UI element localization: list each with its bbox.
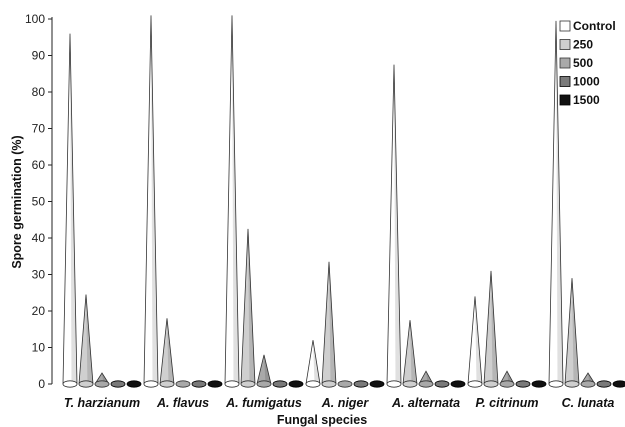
y-tick-label: 30 bbox=[32, 268, 46, 282]
chart-legend: Control 250 500 1000 1500 bbox=[559, 19, 616, 107]
bar-250-3 bbox=[240, 228, 256, 388]
bar-1500-7 bbox=[612, 380, 625, 388]
y-tick-label: 0 bbox=[38, 377, 45, 391]
bar-control-5 bbox=[386, 64, 402, 388]
bar-1000-7 bbox=[596, 380, 612, 388]
bar-control-2 bbox=[143, 15, 159, 388]
x-tick-label: P. citrinum bbox=[476, 396, 539, 410]
legend-label-1500: 1500 bbox=[573, 93, 600, 107]
bar-control-6 bbox=[467, 296, 483, 388]
y-tick-label: 100 bbox=[25, 12, 45, 26]
bar-1500-6 bbox=[531, 380, 547, 388]
legend-label-control: Control bbox=[573, 19, 616, 33]
bar-250-4 bbox=[321, 261, 337, 388]
legend-label-1000: 1000 bbox=[573, 75, 600, 89]
x-tick-label: T. harzianum bbox=[64, 396, 140, 410]
bar-250-5 bbox=[402, 320, 418, 388]
bar-500-1 bbox=[94, 372, 110, 388]
x-tick-label: A. alternata bbox=[391, 396, 460, 410]
bar-250-2 bbox=[159, 318, 175, 388]
chart-bars bbox=[62, 15, 625, 388]
x-tick-label: A. fumigatus bbox=[225, 396, 302, 410]
bar-control-4 bbox=[305, 340, 321, 388]
bar-1500-1 bbox=[126, 380, 142, 388]
y-tick-label: 60 bbox=[32, 158, 46, 172]
x-axis-title: Fungal species bbox=[277, 413, 367, 427]
legend-swatch-1500 bbox=[559, 94, 571, 106]
bar-control-3 bbox=[224, 15, 240, 388]
legend-label-500: 500 bbox=[573, 56, 593, 70]
bar-1500-4 bbox=[369, 380, 385, 388]
y-tick-label: 20 bbox=[32, 304, 46, 318]
legend-swatch-1000 bbox=[559, 76, 571, 87]
x-tick-label: C. lunata bbox=[562, 396, 615, 410]
bar-500-4 bbox=[337, 380, 353, 388]
bar-1000-2 bbox=[191, 380, 207, 388]
bar-500-3 bbox=[256, 354, 272, 388]
y-axis: 0 10 20 30 40 50 60 70 80 90 100 bbox=[25, 12, 53, 391]
legend-swatch-control bbox=[559, 20, 571, 32]
bar-1000-1 bbox=[110, 380, 126, 388]
bar-500-5 bbox=[418, 370, 434, 388]
legend-label-250: 250 bbox=[573, 38, 593, 52]
y-tick-label: 70 bbox=[32, 122, 46, 136]
y-tick-label: 40 bbox=[32, 231, 46, 245]
bar-1000-5 bbox=[434, 380, 450, 388]
y-tick-label: 90 bbox=[32, 49, 46, 63]
y-axis-title: Spore germination (%) bbox=[10, 135, 24, 268]
bar-500-6 bbox=[499, 370, 515, 388]
x-tick-label: A. flavus bbox=[156, 396, 209, 410]
bar-control-1 bbox=[62, 33, 78, 388]
y-tick-label: 10 bbox=[32, 341, 46, 355]
y-tick-label: 80 bbox=[32, 85, 46, 99]
x-tick-label: A. niger bbox=[321, 396, 370, 410]
bar-1000-6 bbox=[515, 380, 531, 388]
y-tick-label: 50 bbox=[32, 195, 46, 209]
bar-1500-3 bbox=[288, 380, 304, 388]
bar-1500-2 bbox=[207, 380, 223, 388]
legend-swatch-250 bbox=[559, 39, 571, 50]
legend-swatch-500 bbox=[559, 57, 571, 69]
x-axis-labels: T. harzianum A. flavus A. fumigatus A. nige… bbox=[64, 396, 615, 410]
bar-control-7 bbox=[548, 20, 564, 388]
bar-500-7 bbox=[580, 372, 596, 388]
bar-250-6 bbox=[483, 270, 499, 388]
bar-500-2 bbox=[175, 380, 191, 388]
bar-250-1 bbox=[78, 294, 94, 388]
bar-1000-4 bbox=[353, 380, 369, 388]
bar-1500-5 bbox=[450, 380, 466, 388]
bar-1000-3 bbox=[272, 380, 288, 388]
bar-250-7 bbox=[564, 278, 580, 388]
